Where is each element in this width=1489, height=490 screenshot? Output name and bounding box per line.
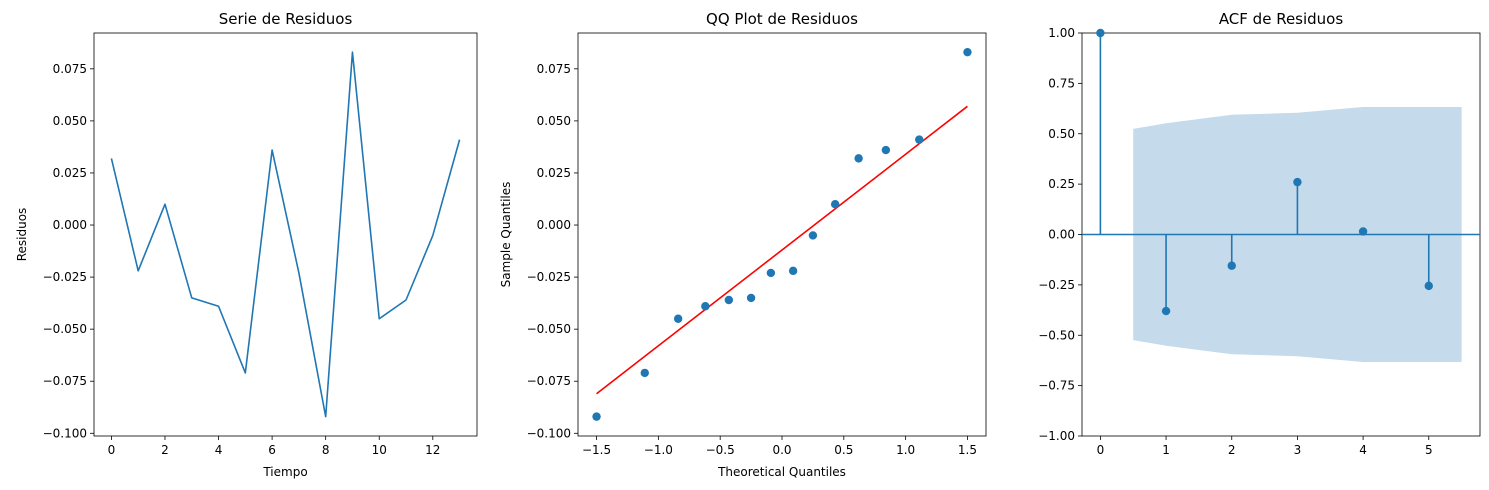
qq-point [915, 135, 924, 144]
qq-point [963, 47, 972, 57]
x-tick-label: 1 [1162, 443, 1170, 457]
chart-title: Serie de Residuos [219, 10, 353, 28]
y-tick-label: 0.00 [1048, 228, 1075, 242]
x-tick-label: 2 [1228, 443, 1236, 457]
panel-acf: ACF de Residuos 0 1 2 3 4 5 −1.00 −0.75 −0.50 −0.2… [1038, 10, 1481, 457]
x-tick-label: 2 [161, 443, 169, 457]
y-tick-label: 0.75 [1048, 76, 1075, 90]
qq-point [673, 314, 683, 323]
x-tick-label: 6 [268, 443, 276, 457]
y-tick-label: 0.075 [537, 62, 571, 76]
x-tick-label: −1.0 [644, 443, 673, 457]
qq-point [808, 231, 818, 240]
plot-frame [93, 32, 478, 437]
x-tick-label: −1.5 [582, 443, 611, 457]
residual-series-line [110, 51, 461, 418]
acf-point [1227, 261, 1236, 270]
y-tick-label: −0.100 [43, 426, 87, 440]
x-tick-label: 0 [108, 443, 116, 457]
panel-residual-series: Serie de Residuos 0 2 4 6 8 10 12 −0.100 −0.075 −0… [15, 10, 478, 479]
x-tick-label: 4 [215, 443, 223, 457]
qq-point [854, 154, 863, 163]
acf-point [1161, 306, 1171, 316]
qq-reference-line [596, 105, 968, 395]
x-axis-label: Tiempo [262, 465, 307, 479]
y-tick-label: 0.075 [53, 62, 87, 76]
qq-point [788, 266, 798, 276]
y-tick-label: −0.025 [527, 270, 571, 284]
x-tick-label: −0.5 [706, 443, 735, 457]
acf-point [1424, 281, 1433, 291]
y-tick-label: −0.50 [1038, 328, 1075, 342]
plot-frame [577, 32, 987, 437]
y-tick-label: 0.025 [53, 166, 87, 180]
x-tick-label: 0 [1097, 443, 1105, 457]
x-tick-label: 0.0 [772, 443, 791, 457]
qq-point [640, 368, 649, 378]
acf-point [1358, 227, 1368, 236]
x-tick-label: 10 [372, 443, 387, 457]
qq-point [881, 145, 891, 155]
x-tick-label: 0.5 [834, 443, 853, 457]
qq-point [701, 302, 710, 311]
y-axis-label: Residuos [15, 208, 29, 262]
x-tick-label: 8 [322, 443, 330, 457]
y-tick-label: −0.075 [43, 374, 87, 388]
y-tick-label: 0.050 [537, 114, 571, 128]
y-tick-label: −0.100 [527, 426, 571, 440]
y-tick-label: −0.075 [527, 374, 571, 388]
qq-point [724, 295, 734, 305]
x-tick-label: 1.5 [958, 443, 977, 457]
x-tick-label: 4 [1359, 443, 1367, 457]
x-tick-label: 1.0 [896, 443, 915, 457]
qq-point [592, 412, 601, 421]
y-tick-label: −0.025 [43, 270, 87, 284]
acf-point [1293, 177, 1302, 187]
y-tick-label: 0.50 [1048, 127, 1075, 141]
acf-point [1096, 28, 1105, 38]
y-tick-label: −0.050 [43, 322, 87, 336]
x-tick-label: 12 [425, 443, 440, 457]
qq-point [830, 199, 840, 209]
y-tick-label: 0.25 [1048, 177, 1075, 191]
y-tick-label: −0.050 [527, 322, 571, 336]
y-tick-label: −0.25 [1038, 278, 1075, 292]
y-tick-label: 1.00 [1048, 26, 1075, 40]
qq-point [766, 268, 776, 278]
panel-qq-plot: QQ Plot de Residuos −1.5 −1.0 −0.5 0.0 0.5 1.0… [499, 10, 987, 479]
y-tick-label: −0.75 [1038, 379, 1075, 393]
qq-point [746, 293, 756, 303]
x-axis-label: Theoretical Quantiles [717, 465, 846, 479]
y-tick-label: 0.025 [537, 166, 571, 180]
y-tick-label: 0.000 [53, 218, 87, 232]
chart-title: QQ Plot de Residuos [706, 10, 858, 28]
y-tick-label: 0.050 [53, 114, 87, 128]
chart-title: ACF de Residuos [1219, 10, 1344, 28]
y-tick-label: −1.00 [1038, 429, 1075, 443]
y-tick-label: 0.000 [537, 218, 571, 232]
y-axis-label: Sample Quantiles [499, 182, 513, 288]
x-tick-label: 3 [1294, 443, 1302, 457]
x-tick-label: 5 [1425, 443, 1433, 457]
